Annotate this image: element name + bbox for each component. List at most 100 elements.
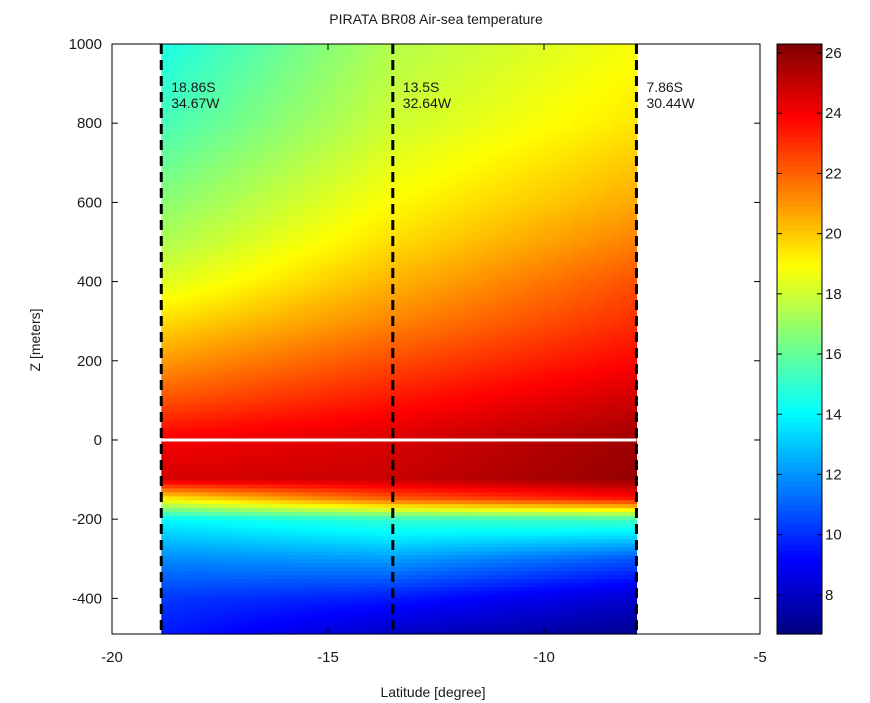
field-cell: [390, 401, 400, 407]
field-cell: [406, 335, 416, 340]
field-cell: [177, 567, 186, 572]
field-cell: [177, 449, 186, 454]
field-cell: [208, 217, 218, 222]
field-cell: [200, 460, 210, 466]
field-cell: [208, 150, 218, 155]
field-cell: [303, 500, 313, 505]
field-cell: [208, 63, 218, 69]
field-cell: [319, 193, 329, 198]
field-cell: [232, 578, 242, 584]
field-cell: [185, 75, 194, 80]
field-cell: [367, 154, 376, 159]
field-cell: [390, 311, 400, 316]
field-cell: [351, 287, 360, 293]
field-cell: [311, 563, 321, 568]
field-cell: [200, 118, 210, 124]
field-cell: [185, 311, 194, 316]
field-cell: [319, 327, 329, 332]
field-cell: [280, 464, 289, 470]
field-cell: [208, 339, 218, 344]
field-cell: [224, 169, 234, 175]
field-cell: [390, 350, 400, 356]
field-cell: [240, 87, 249, 92]
field-cell: [169, 95, 178, 100]
field-cell: [208, 256, 218, 261]
field-cell: [216, 484, 226, 490]
field-cell: [248, 307, 257, 313]
field-cell: [398, 118, 408, 124]
field-cell: [406, 276, 416, 281]
field-cell: [319, 460, 329, 466]
field-cell: [287, 256, 297, 261]
field-cell: [359, 236, 368, 242]
field-cell: [161, 342, 170, 348]
field-cell: [232, 315, 242, 320]
field-cell: [208, 118, 218, 124]
field-cell: [295, 559, 305, 564]
field-cell: [200, 67, 210, 73]
field-cell: [398, 71, 408, 77]
field-cell: [367, 197, 376, 202]
field-cell: [169, 401, 178, 407]
field-cell: [192, 138, 202, 143]
field-cell: [343, 169, 352, 175]
field-cell: [192, 213, 202, 218]
field-cell: [327, 154, 337, 159]
field-cell: [208, 272, 218, 277]
field-cell: [280, 138, 289, 143]
field-cell: [319, 598, 329, 604]
field-cell: [319, 291, 329, 297]
field-cell: [351, 578, 360, 584]
field-cell: [169, 236, 178, 242]
field-cell: [224, 496, 234, 501]
field-cell: [208, 130, 218, 136]
field-cell: [335, 543, 345, 549]
field-cell: [327, 354, 337, 360]
field-cell: [335, 169, 345, 175]
field-cell: [208, 51, 218, 57]
field-cell: [272, 398, 281, 403]
field-cell: [303, 582, 313, 588]
field-cell: [280, 413, 289, 419]
field-cell: [224, 213, 234, 218]
field-cell: [335, 472, 345, 478]
field-cell: [200, 244, 210, 250]
field-cell: [375, 228, 384, 234]
field-cell: [177, 457, 186, 462]
field-cell: [232, 476, 242, 482]
field-cell: [224, 614, 234, 619]
field-cell: [367, 228, 376, 234]
field-cell: [311, 240, 321, 246]
field-cell: [287, 201, 297, 206]
field-cell: [351, 468, 360, 474]
field-cell: [398, 51, 408, 57]
field-cell: [264, 295, 273, 301]
field-cell: [398, 374, 408, 379]
field-cell: [256, 75, 265, 80]
field-cell: [280, 236, 289, 242]
field-cell: [303, 252, 313, 257]
field-cell: [375, 449, 384, 454]
field-cell: [311, 110, 321, 116]
field-cell: [208, 413, 218, 419]
field-cell: [169, 378, 178, 383]
field-cell: [422, 134, 432, 139]
field-cell: [264, 307, 273, 313]
field-cell: [335, 559, 345, 564]
field-cell: [169, 99, 178, 104]
field-cell: [224, 578, 234, 584]
field-cell: [375, 346, 384, 352]
field-cell: [248, 425, 257, 431]
field-cell: [327, 126, 337, 132]
field-cell: [406, 252, 416, 257]
field-cell: [375, 63, 384, 69]
field-cell: [200, 327, 210, 332]
field-cell: [177, 67, 186, 73]
field-cell: [414, 244, 424, 250]
field-cell: [351, 610, 360, 615]
field-cell: [383, 500, 392, 505]
field-cell: [383, 138, 392, 143]
field-cell: [383, 630, 392, 635]
field-cell: [240, 280, 249, 285]
field-cell: [280, 342, 289, 348]
